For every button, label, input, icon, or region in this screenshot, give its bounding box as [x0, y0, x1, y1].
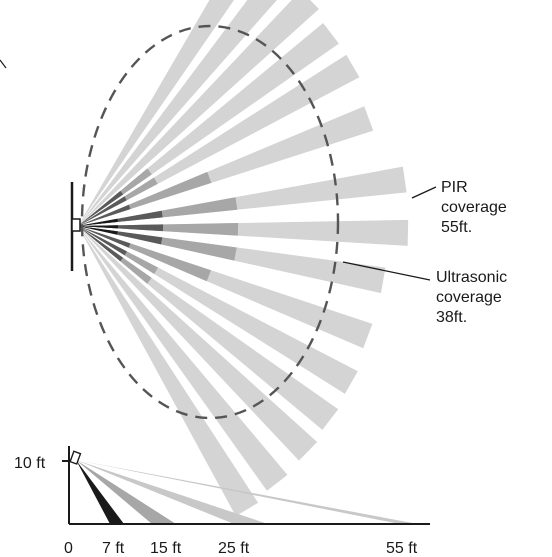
pir-beam-12-dark: [78, 226, 124, 262]
distance-tick-55: 55 ft: [386, 540, 418, 557]
pir-label-line2: coverage: [441, 199, 507, 216]
ultrasonic-leader-line: [342, 261, 431, 281]
corner-mark: [0, 59, 7, 69]
pir-beam-9-black: [78, 226, 118, 235]
ultrasonic-label-line2: coverage: [436, 289, 502, 306]
pir-beam-13: [78, 226, 318, 461]
side-beam-mid: [76, 460, 176, 524]
pir-beams: [78, 0, 409, 517]
ultrasonic-label-line3: 38ft.: [436, 309, 467, 326]
pir-beam-3: [78, 0, 319, 226]
pir-beam-7-black: [78, 218, 118, 226]
ultrasonic-label-line1: Ultrasonic: [436, 269, 507, 286]
side-view: 10 ft 0 7 ft 15 ft 25 ft 55 ft: [14, 446, 430, 557]
pir-beam-15: [78, 226, 259, 517]
pir-beam-11-dark: [78, 226, 127, 256]
distance-tick-25: 25 ft: [218, 540, 250, 557]
pir-beam-6-dark: [78, 204, 131, 226]
ultrasonic-coverage-boundary: [80, 24, 340, 420]
pir-beam-2: [78, 0, 277, 226]
side-sensor-icon: [69, 450, 82, 465]
side-beam-light-1: [76, 460, 268, 524]
pir-beam-1: [78, 0, 235, 226]
distance-tick-7: 7 ft: [102, 540, 125, 557]
height-label: 10 ft: [14, 455, 46, 472]
side-beam-light-2: [76, 460, 418, 524]
side-beam-black: [76, 460, 124, 524]
sensor-icon: [71, 218, 81, 232]
pir-beam-5-dark: [78, 196, 127, 226]
distance-tick-15: 15 ft: [150, 540, 182, 557]
pir-beam-14: [78, 226, 288, 491]
pir-beam-4-dark: [78, 190, 124, 226]
pir-label-line1: PIR: [441, 179, 468, 196]
pir-beam-10-dark: [78, 226, 131, 248]
pir-label-line3: 55ft.: [441, 219, 472, 236]
distance-tick-0: 0: [64, 540, 73, 557]
pir-beam-8-black: [78, 225, 119, 229]
pir-leader-line: [411, 186, 437, 199]
